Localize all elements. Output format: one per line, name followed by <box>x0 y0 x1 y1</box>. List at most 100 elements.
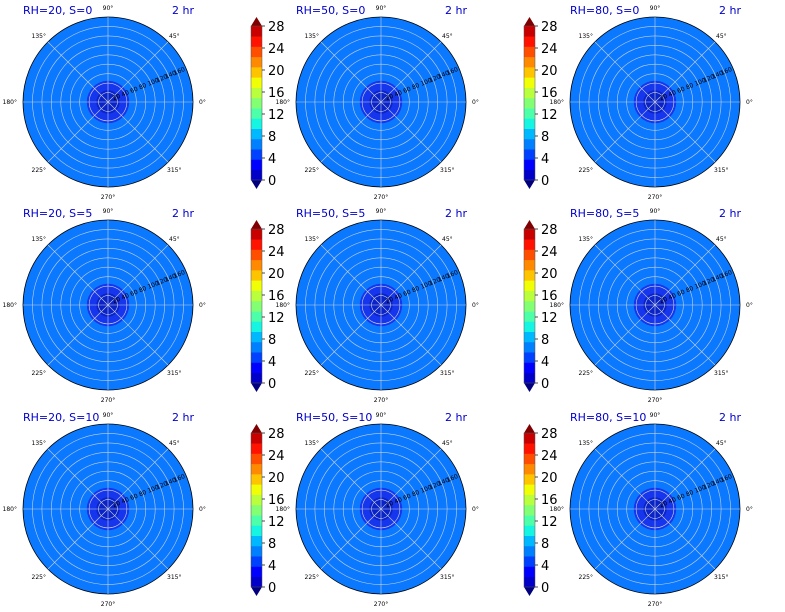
colorbar-frame <box>523 228 536 384</box>
r-tick-label: 40 <box>394 89 404 98</box>
panel-1: RH=20, S=0 2 hr204060801001201401600°45°9… <box>3 4 285 201</box>
r-tick-label: 120 <box>155 276 168 287</box>
colorbar-tick-label: 28 <box>541 427 558 442</box>
r-tick-label: 100 <box>694 484 707 495</box>
panel-title: RH=50, S=5 <box>296 207 365 220</box>
colorbar-segment <box>251 372 262 384</box>
angle-tick-label: 135° <box>305 236 319 243</box>
r-tick-label: 20 <box>659 93 669 102</box>
colorbar-segment <box>524 443 535 454</box>
r-tick-label: 40 <box>668 89 678 98</box>
angle-tick-label: 180° <box>3 302 17 309</box>
grid-spoke <box>594 41 656 103</box>
colorbar-segment <box>251 249 262 261</box>
r-tick-label: 40 <box>121 89 131 98</box>
grid-spoke <box>380 244 442 306</box>
angle-tick-label: 180° <box>3 99 17 106</box>
colorbar-extend-max <box>251 424 262 433</box>
colorbar-segment <box>524 504 535 516</box>
grid-spoke <box>654 101 716 163</box>
r-tick-label: 40 <box>121 292 131 301</box>
grid-spoke <box>107 304 169 366</box>
colorbar-tick-label: 16 <box>541 493 558 508</box>
colorbar-tick-label: 28 <box>268 20 285 35</box>
colorbar-segment <box>524 290 535 302</box>
angle-tick-label: 45° <box>716 440 727 447</box>
angle-tick-label: 135° <box>32 440 46 447</box>
r-tick-label: 100 <box>420 77 433 88</box>
angle-tick-label: 135° <box>305 33 319 40</box>
angle-tick-label: 90° <box>376 208 387 215</box>
angle-tick-label: 225° <box>32 574 46 581</box>
colorbar-segment <box>251 566 262 578</box>
r-tick-label: 60 <box>129 493 139 502</box>
colorbar-tick-label: 8 <box>541 333 549 348</box>
colorbar-extend-min <box>524 587 535 596</box>
colorbar-extend-min <box>251 383 262 392</box>
r-tick-label: 20 <box>112 93 122 102</box>
angle-tick-label: 315° <box>714 574 728 581</box>
r-tick-label: 160 <box>173 66 186 77</box>
angle-tick-label: 0° <box>472 99 479 106</box>
colorbar-segment <box>524 300 535 312</box>
grid-spoke <box>107 41 169 103</box>
colorbar-tick-label: 20 <box>268 64 285 79</box>
angle-tick-label: 90° <box>103 208 114 215</box>
angle-tick-label: 135° <box>579 33 593 40</box>
colorbar-extend-max <box>524 220 535 229</box>
angle-tick-label: 45° <box>169 440 180 447</box>
r-tick-label: 140 <box>437 70 450 81</box>
panel-8: RH=50, S=10 2 hr204060801001201401600°45°… <box>276 411 558 608</box>
grid-spoke <box>380 304 442 366</box>
colorbar-frame <box>250 25 263 181</box>
colorbar-segment <box>251 118 262 129</box>
angle-tick-label: 45° <box>442 33 453 40</box>
r-tick-label: 100 <box>420 280 433 291</box>
r-tick-label: 80 <box>411 82 421 91</box>
colorbar-segment <box>524 259 535 271</box>
colorbar-tick-label: 8 <box>268 130 276 145</box>
colorbar-tick-label: 28 <box>541 223 558 238</box>
angle-tick-label: 90° <box>103 5 114 12</box>
r-tick-label: 120 <box>428 480 441 491</box>
r-tick-label: 80 <box>138 489 148 498</box>
angle-tick-label: 90° <box>650 412 661 419</box>
r-tick-label: 80 <box>685 285 695 294</box>
angle-tick-label: 0° <box>472 302 479 309</box>
grid-spoke <box>654 244 716 306</box>
colorbar-extend-max <box>524 424 535 433</box>
colorbar-tick-label: 4 <box>541 355 549 370</box>
grid-spoke <box>380 41 442 103</box>
colorbar-segment <box>524 453 535 465</box>
panel-7: RH=20, S=10 2 hr204060801001201401600°45°… <box>3 411 285 608</box>
angle-tick-label: 270° <box>374 194 388 201</box>
colorbar-segment <box>524 138 535 150</box>
colorbar-segment <box>524 545 535 557</box>
angle-tick-label: 45° <box>169 236 180 243</box>
colorbar-segment <box>251 311 262 322</box>
r-tick-label: 60 <box>402 493 412 502</box>
panel-4: RH=20, S=5 2 hr204060801001201401600°45°9… <box>3 207 285 404</box>
r-tick-label: 20 <box>659 296 669 305</box>
panel-time-label: 2 hr <box>445 207 467 220</box>
angle-tick-label: 315° <box>440 574 454 581</box>
colorbar-segment <box>251 504 262 516</box>
colorbar-tick-label: 8 <box>268 537 276 552</box>
r-tick-label: 40 <box>394 292 404 301</box>
colorbar-segment <box>524 249 535 261</box>
r-tick-label: 60 <box>402 289 412 298</box>
grid-spoke <box>107 244 169 306</box>
colorbar-segment <box>251 576 262 588</box>
colorbar-segment <box>524 321 535 332</box>
colorbar-segment <box>251 108 262 119</box>
r-tick-label: 140 <box>437 477 450 488</box>
grid-spoke <box>320 101 382 163</box>
angle-tick-label: 0° <box>746 506 753 513</box>
colorbar-segment <box>524 280 535 291</box>
colorbar-segment <box>251 484 262 495</box>
colorbar-segment <box>251 56 262 68</box>
r-tick-label: 140 <box>164 273 177 284</box>
r-tick-label: 20 <box>385 500 395 509</box>
grid-spoke <box>320 448 382 510</box>
